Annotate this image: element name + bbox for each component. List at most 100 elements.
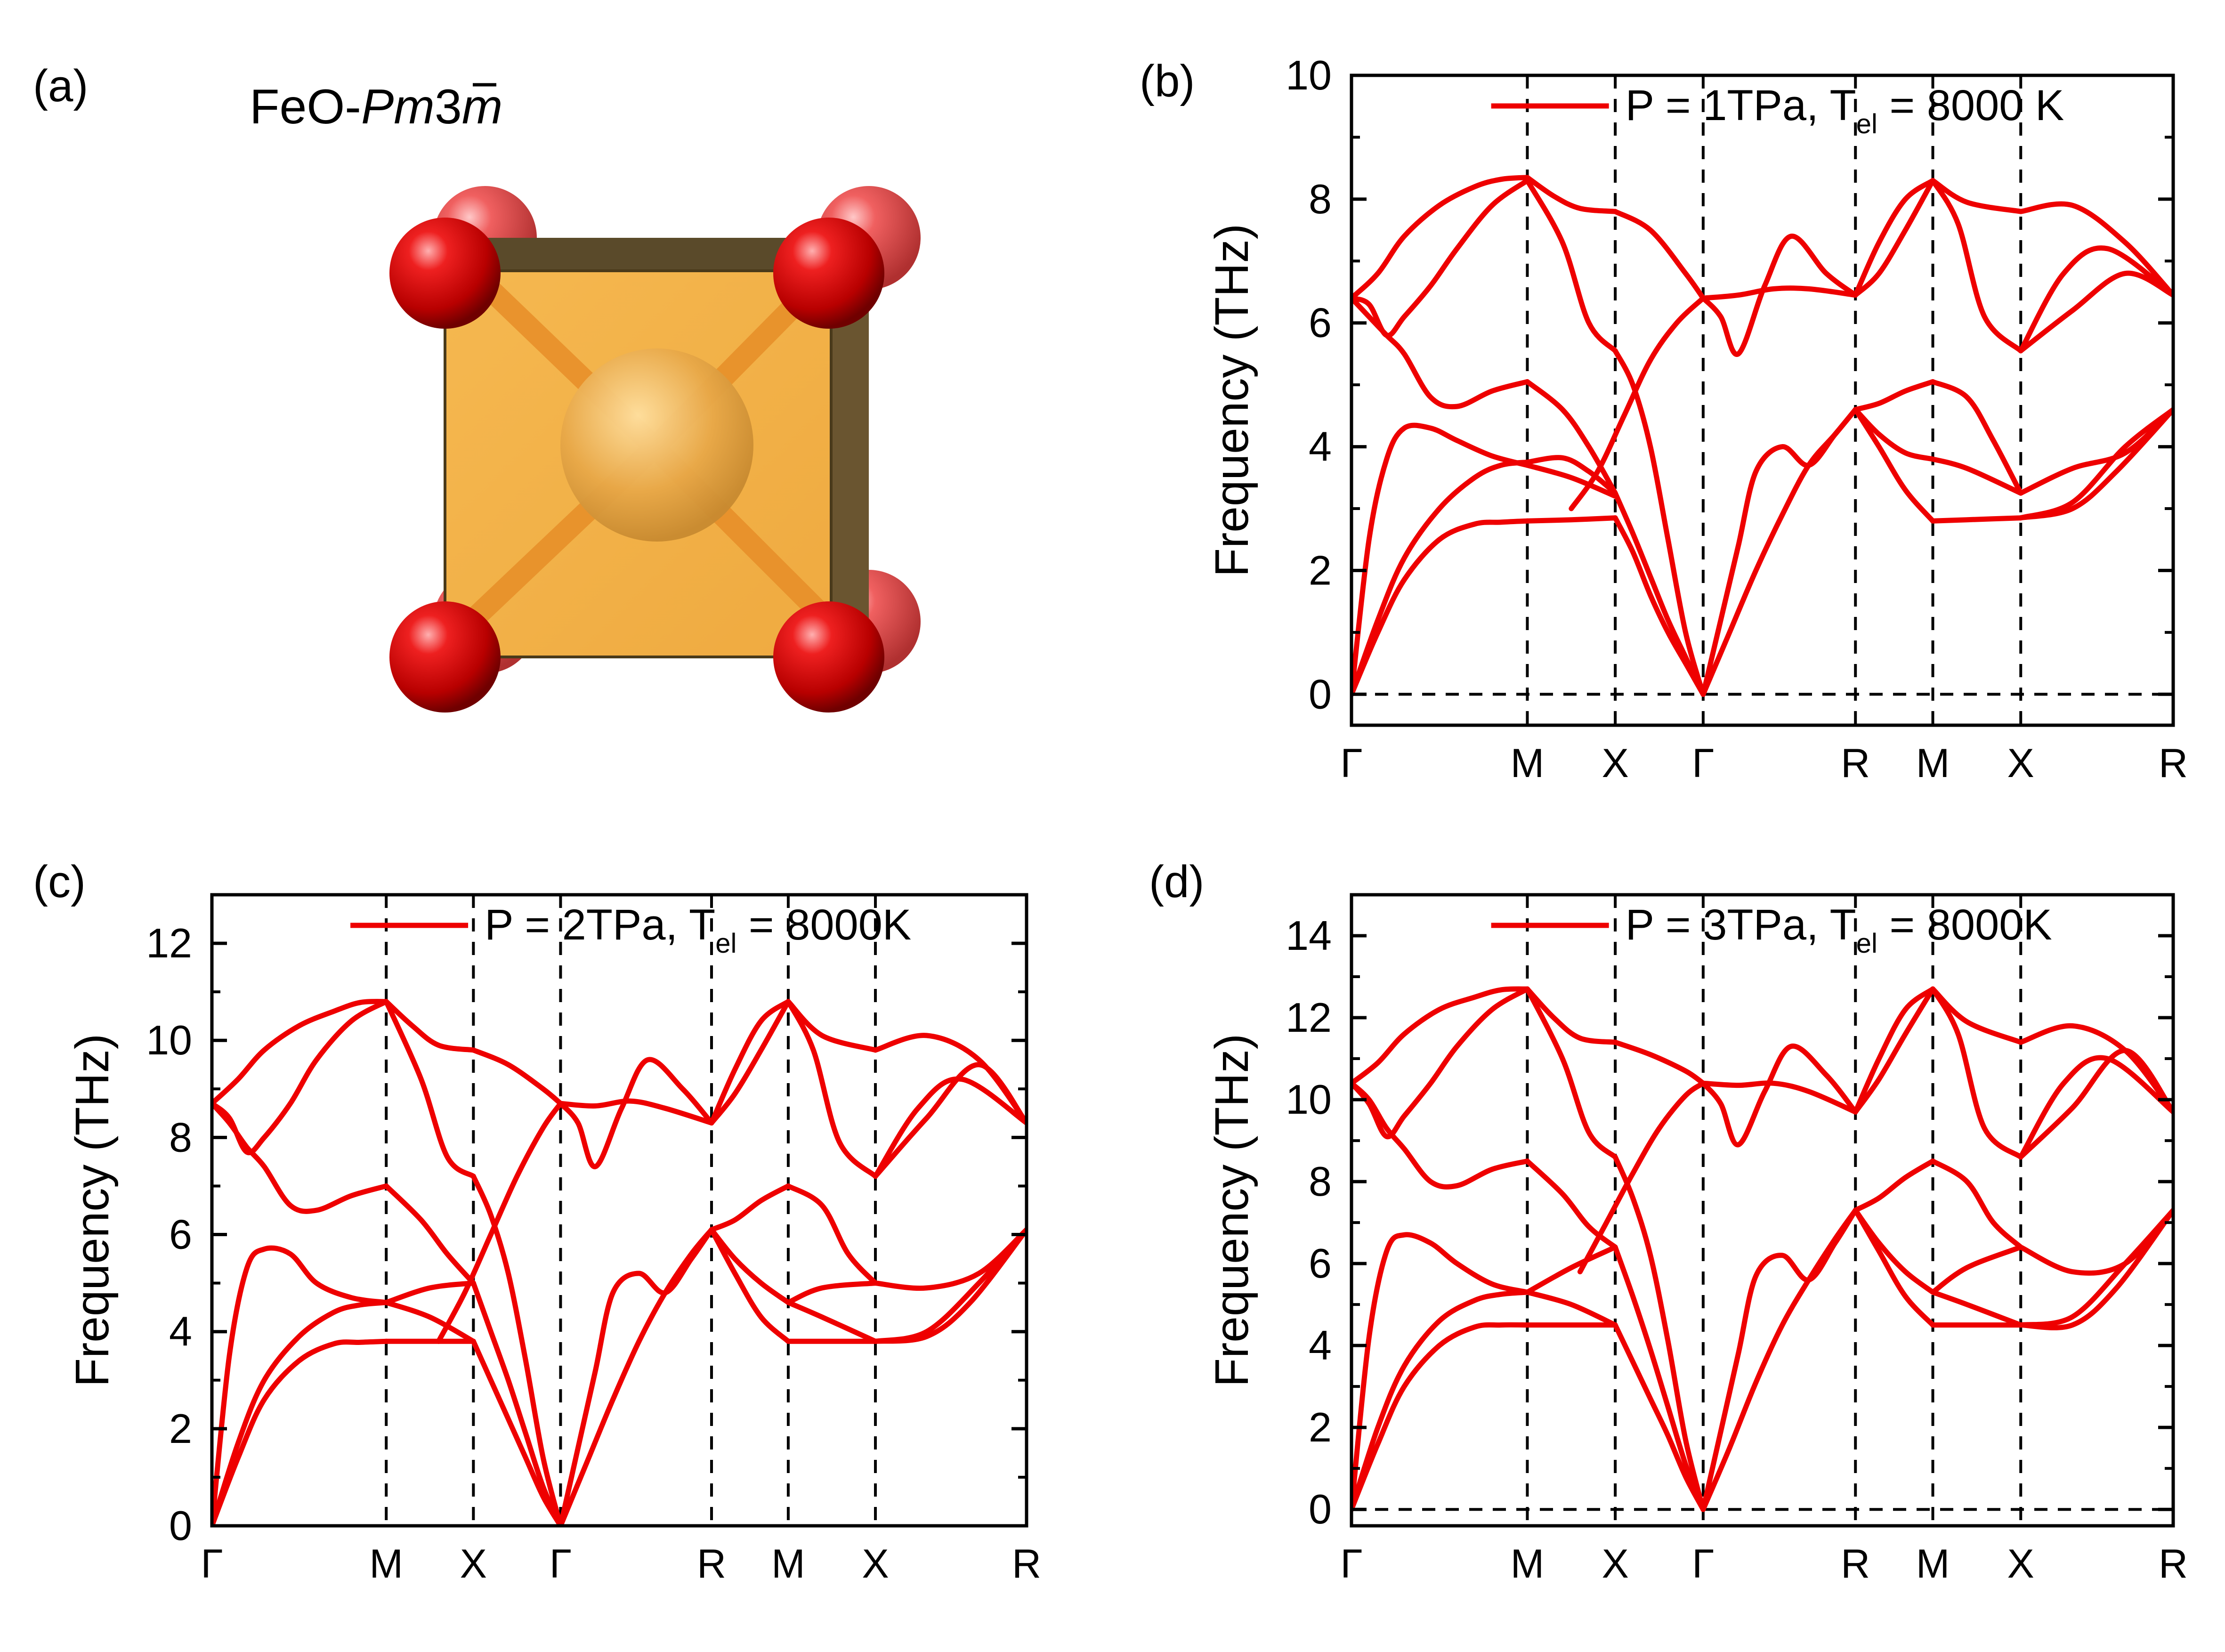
plot-frame xyxy=(1350,893,2175,1528)
phonon-branch-19 xyxy=(1700,1044,1858,1148)
phonon-branch-7 xyxy=(1524,1158,1618,1250)
kpoint-label: R xyxy=(2159,1541,2188,1587)
y-tick-label: 4 xyxy=(169,1308,192,1355)
y-tick-label: 0 xyxy=(1309,671,1332,717)
kpoint-label: M xyxy=(771,1541,805,1587)
phonon-branch-15 xyxy=(1612,1039,1706,1086)
kpoint-label: M xyxy=(1511,741,1545,786)
phonon-branch-27 xyxy=(1930,1289,2023,1328)
phonon-branch-30 xyxy=(1930,986,2023,1160)
phonon-branch-1 xyxy=(1524,515,1618,524)
phonon-branch-20 xyxy=(1700,1080,1858,1115)
phonon-branch-4 xyxy=(212,1245,389,1526)
phonon-branch-16 xyxy=(1577,1080,1706,1274)
phonon-branch-29 xyxy=(1930,178,2023,354)
y-tick-label: 6 xyxy=(1309,300,1332,346)
y-tick-label: 8 xyxy=(1309,176,1332,222)
legend-tail: = 8000 K xyxy=(1877,81,2064,130)
legend-label: P = 3TPa, Tel = 8000K xyxy=(1626,901,2052,959)
kpoint-label: R xyxy=(2159,741,2188,786)
plot-frame xyxy=(1350,73,2175,727)
phonon-branch-2 xyxy=(1351,459,1530,697)
dispersion-branches xyxy=(1351,175,2173,697)
panel-label: (b) xyxy=(1140,56,1195,106)
kpoint-label: X xyxy=(2007,1541,2034,1587)
phonon-branch-24 xyxy=(709,999,791,1126)
phonon-branch-3 xyxy=(383,1280,476,1305)
dispersion-branches xyxy=(212,999,1027,1526)
phonon-branch-27 xyxy=(785,1300,878,1344)
panel-label: (c) xyxy=(33,857,86,907)
y-tick-label: 10 xyxy=(1286,52,1332,98)
phonon-branch-29 xyxy=(1930,1158,2023,1250)
legend-tail: = 8000K xyxy=(1877,901,2052,949)
phonon-branch-20 xyxy=(1700,285,1858,301)
iron-atom xyxy=(560,348,753,542)
phonon-branch-32 xyxy=(2018,1207,2173,1330)
phonon-branch-18 xyxy=(558,1227,714,1526)
phonon-branch-5 xyxy=(1524,462,1618,499)
cell-top-edge xyxy=(447,238,869,273)
phonon-branch-7 xyxy=(383,1183,476,1286)
kpoint-label: X xyxy=(460,1541,487,1587)
phonon-branch-24 xyxy=(1853,986,1935,1115)
phonon-branch-28 xyxy=(785,1280,878,1305)
y-tick-label: 12 xyxy=(1286,994,1332,1041)
phonon-branch-33 xyxy=(2018,407,2173,521)
legend-main: P = 3TPa, T xyxy=(1626,901,1856,949)
phonon-branch-19 xyxy=(1700,234,1858,357)
phonon-branch-15 xyxy=(470,1047,563,1106)
kpoint-label: R xyxy=(1841,1541,1870,1587)
phonon-branch-15 xyxy=(1612,209,1706,301)
phonon-branch-29 xyxy=(785,1183,878,1286)
kpoint-label: Γ xyxy=(201,1541,223,1587)
phonon-branch-25 xyxy=(709,999,791,1126)
phonon-branch-10 xyxy=(1351,175,1530,301)
phonon-branch-11 xyxy=(1524,986,1618,1045)
legend-main: P = 1TPa, T xyxy=(1626,81,1856,130)
y-tick-label: 8 xyxy=(1309,1158,1332,1205)
phonon-branch-17 xyxy=(1700,1207,1858,1512)
y-tick-label: 8 xyxy=(169,1114,192,1160)
phonon-branch-21 xyxy=(1853,407,1935,462)
legend-label: P = 2TPa, Tel = 8000K xyxy=(485,901,911,959)
phonon-branch-34 xyxy=(873,1227,1027,1344)
cell-right-edge xyxy=(829,238,869,657)
kpoint-label: X xyxy=(2007,741,2034,786)
phonon-branch-2 xyxy=(1351,1289,1530,1512)
panel-label: (d) xyxy=(1149,857,1204,907)
phonon-branch-36 xyxy=(873,1033,1027,1126)
panel-label-a: (a) xyxy=(33,61,88,111)
phonon-branch-10 xyxy=(212,999,389,1106)
y-tick-label: 14 xyxy=(1286,912,1332,959)
kpoint-label: Γ xyxy=(1340,741,1362,786)
phonon-branch-6 xyxy=(1351,295,1530,410)
phonon-branch-36 xyxy=(2018,245,2173,354)
y-axis-label: Frequency (THz) xyxy=(1206,1034,1258,1387)
phonon-branch-24 xyxy=(1853,178,1935,298)
phonon-branch-36 xyxy=(2018,1023,2173,1115)
phonon-branch-0 xyxy=(212,1338,389,1526)
phonon-panel-b: (b) 0 2 4 6 8 10 Γ M X Γ R M X R Frequency (THz) P = 1TP… xyxy=(1140,52,2188,786)
legend-main: P = 2TPa, T xyxy=(485,901,715,949)
phonon-branch-12 xyxy=(470,1338,563,1526)
phonon-branch-9 xyxy=(1524,178,1618,354)
phonon-branch-13 xyxy=(470,1280,563,1526)
y-tick-label: 4 xyxy=(1309,1322,1332,1369)
phonon-branch-37 xyxy=(873,1076,1027,1179)
structure-title: FeO-Pm3m xyxy=(250,80,502,134)
phonon-branch-8 xyxy=(212,999,389,1156)
y-tick-label: 6 xyxy=(1309,1240,1332,1287)
phonon-branch-33 xyxy=(2018,1207,2173,1276)
phonon-branch-4 xyxy=(1351,422,1530,697)
kpoint-label: Γ xyxy=(1692,741,1714,786)
phonon-branch-21 xyxy=(709,1227,791,1305)
y-tick-label: 0 xyxy=(169,1502,192,1549)
phonon-branch-34 xyxy=(2018,1207,2173,1328)
phonon-branch-28 xyxy=(1930,1244,2023,1295)
oxygen-atom-front-top-right xyxy=(773,218,884,329)
phonon-branch-14 xyxy=(470,1174,563,1526)
phonon-branch-26 xyxy=(1930,515,2023,524)
phonon-branch-0 xyxy=(1351,518,1530,697)
